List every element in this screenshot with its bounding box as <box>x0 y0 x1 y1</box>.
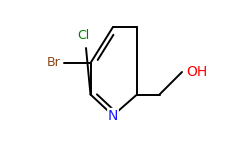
Text: Br: Br <box>47 57 60 69</box>
Text: OH: OH <box>186 65 208 79</box>
Text: Cl: Cl <box>77 29 89 42</box>
Text: N: N <box>108 108 118 123</box>
